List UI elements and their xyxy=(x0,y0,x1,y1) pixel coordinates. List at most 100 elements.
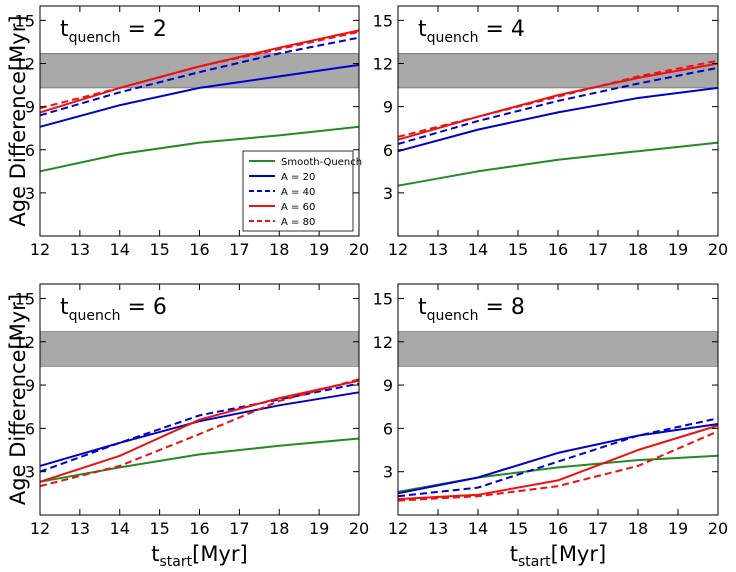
panel-title: tquench = 8 xyxy=(418,295,525,324)
x-tick-label: 17 xyxy=(229,519,249,538)
x-tick-label: 12 xyxy=(388,519,408,538)
y-tick-label: 9 xyxy=(383,376,393,395)
panel-title: tquench = 2 xyxy=(60,17,167,46)
panel-title-value: = 4 xyxy=(478,17,524,42)
y-tick-label: 3 xyxy=(25,184,35,203)
y-tick-label: 15 xyxy=(15,289,35,308)
legend: Smooth-Quench A = 20 A = 40 A = 60 A = 80 xyxy=(242,150,362,232)
x-tick-label: 15 xyxy=(508,240,528,259)
x-tick-label: 16 xyxy=(189,519,209,538)
legend-label: A = 20 xyxy=(281,172,315,183)
x-tick-label: 16 xyxy=(548,240,568,259)
y-tick-label: 3 xyxy=(25,463,35,482)
y-tick-label: 6 xyxy=(383,419,393,438)
series-line-a-60 xyxy=(397,62,719,141)
x-tick-label: 12 xyxy=(30,240,50,259)
x-tick-label: 19 xyxy=(668,240,688,259)
panel-title-value: = 8 xyxy=(478,295,524,320)
y-tick-label: 15 xyxy=(373,11,393,30)
series-line-a-20 xyxy=(39,63,360,128)
y-tick-label: 12 xyxy=(373,55,393,74)
series-line-a-40 xyxy=(39,382,360,473)
y-tick-label: 6 xyxy=(25,141,35,160)
panel-title-value: = 2 xyxy=(120,17,166,42)
x-axis-title-symbol: t xyxy=(510,542,518,566)
x-tick-label: 14 xyxy=(468,240,488,259)
x-axis-title-symbol: t xyxy=(151,542,159,566)
series-line-a-60 xyxy=(39,29,360,114)
x-tick-label: 13 xyxy=(428,240,448,259)
x-tick-label: 16 xyxy=(189,240,209,259)
x-tick-label: 20 xyxy=(708,519,728,538)
legend-label: A = 40 xyxy=(281,187,315,198)
x-tick-label: 19 xyxy=(309,519,329,538)
x-tick-label: 12 xyxy=(30,519,50,538)
x-tick-label: 17 xyxy=(588,519,608,538)
x-tick-label: 13 xyxy=(70,240,90,259)
y-tick-label: 15 xyxy=(15,11,35,30)
x-tick-label: 13 xyxy=(70,519,90,538)
x-tick-label: 14 xyxy=(468,519,488,538)
x-tick-label: 15 xyxy=(508,519,528,538)
shaded-band xyxy=(39,53,360,89)
series-line-a-60 xyxy=(39,379,360,483)
x-tick-label: 14 xyxy=(110,240,130,259)
x-axis-title: tstart[Myr] xyxy=(151,542,247,570)
y-tick-label: 3 xyxy=(383,463,393,482)
panel-title-subscript: quench xyxy=(427,308,479,324)
series-line-a-20 xyxy=(397,423,719,495)
x-axis-title-unit: [Myr] xyxy=(551,542,607,566)
x-axis-title: tstart[Myr] xyxy=(510,542,606,570)
x-tick-label: 20 xyxy=(349,519,369,538)
series-line-a-40 xyxy=(397,417,719,498)
x-tick-label: 19 xyxy=(309,240,329,259)
y-axis-title: Age Difference[Myr] xyxy=(6,294,30,505)
x-tick-label: 14 xyxy=(110,519,130,538)
shaded-band xyxy=(397,331,719,367)
x-tick-label: 18 xyxy=(269,519,289,538)
legend-label: A = 60 xyxy=(281,202,315,213)
y-axis-title: Age Difference[Myr] xyxy=(6,15,30,226)
panel-title-subscript: quench xyxy=(69,30,121,46)
panel-title-subscript: quench xyxy=(427,30,479,46)
y-tick-label: 6 xyxy=(25,419,35,438)
x-tick-label: 12 xyxy=(388,240,408,259)
y-tick-label: 15 xyxy=(373,289,393,308)
series-line-a-20 xyxy=(397,86,719,153)
x-tick-label: 15 xyxy=(149,519,169,538)
y-tick-label: 6 xyxy=(383,141,393,160)
y-tick-label: 9 xyxy=(25,98,35,117)
y-tick-label: 9 xyxy=(383,98,393,117)
x-tick-label: 20 xyxy=(708,240,728,259)
series-line-smooth-quench xyxy=(39,125,360,173)
legend-label: Smooth-Quench xyxy=(281,157,362,168)
panel-title-value: = 6 xyxy=(120,295,166,320)
panel-title-subscript: quench xyxy=(69,308,121,324)
x-tick-label: 17 xyxy=(229,240,249,259)
x-axis-title-subscript: start xyxy=(160,554,193,570)
y-tick-label: 12 xyxy=(373,333,393,352)
panel-1: 12 13 14 15 16 17 18 19 20 3 6 9 12 15 tquench = 2 Age … xyxy=(6,5,369,259)
series-line-a-80 xyxy=(397,430,719,502)
x-tick-label: 20 xyxy=(349,240,369,259)
x-axis-title-unit: [Myr] xyxy=(192,542,248,566)
x-tick-label: 13 xyxy=(428,519,448,538)
shaded-band xyxy=(39,331,360,367)
panel-title-symbol: t xyxy=(60,17,69,42)
x-axis-title-subscript: start xyxy=(518,554,551,570)
series-line-smooth-quench xyxy=(39,437,360,483)
series-line-a-40 xyxy=(397,66,719,145)
panel-title-symbol: t xyxy=(418,17,427,42)
panel-title: tquench = 4 xyxy=(418,17,525,46)
x-tick-label: 18 xyxy=(628,240,648,259)
y-tick-label: 12 xyxy=(15,55,35,74)
series-line-a-80 xyxy=(39,378,360,488)
x-tick-label: 15 xyxy=(149,240,169,259)
series-line-a-60 xyxy=(397,424,719,501)
x-tick-label: 16 xyxy=(548,519,568,538)
y-tick-label: 9 xyxy=(25,376,35,395)
x-tick-label: 18 xyxy=(628,519,648,538)
x-tick-label: 18 xyxy=(269,240,289,259)
